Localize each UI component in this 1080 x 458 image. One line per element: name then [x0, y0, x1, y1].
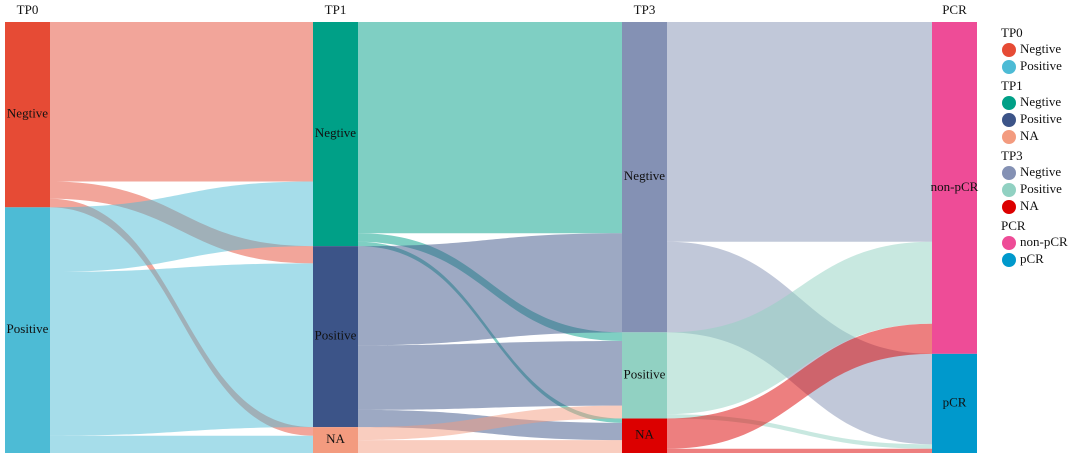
legend-title: TP0: [1001, 25, 1023, 40]
node-label: Positive: [624, 366, 666, 381]
node: [932, 353, 977, 453]
legend-swatch: [1002, 113, 1016, 127]
flow: [50, 22, 313, 182]
legend-label: NA: [1020, 128, 1039, 143]
node-label: Negtive: [315, 125, 356, 140]
legend-label: Negtive: [1020, 94, 1061, 109]
stage-label: TP0: [17, 2, 39, 17]
node-label: NA: [326, 431, 345, 446]
flow: [667, 414, 932, 449]
flow: [358, 405, 622, 441]
node: [5, 22, 50, 208]
nodes: TP0 Negtive Positive TP1 Negtive Positive NA TP…: [5, 2, 979, 453]
legend-label: Positive: [1020, 58, 1062, 73]
node: [313, 427, 358, 453]
stage-label: PCR: [942, 2, 967, 17]
node: [932, 22, 977, 354]
flow: [50, 435, 313, 453]
legend-label: non-pCR: [1020, 234, 1068, 249]
stage-label: TP3: [634, 2, 656, 17]
legend-title: TP1: [1001, 78, 1023, 93]
flow: [667, 448, 932, 453]
legend-swatch: [1002, 200, 1016, 214]
legend-label: pCR: [1020, 251, 1044, 266]
node-label: Positive: [315, 328, 357, 343]
legend: TP0NegtivePositiveTP1NegtivePositiveNATP…: [1001, 25, 1068, 267]
legend-swatch: [1002, 60, 1016, 74]
legend-title: TP3: [1001, 148, 1023, 163]
node-label: NA: [635, 427, 654, 442]
node: [622, 332, 667, 419]
flow: [50, 263, 313, 436]
legend-swatch: [1002, 253, 1016, 267]
legend-title: PCR: [1001, 218, 1026, 233]
node-label: Negtive: [624, 168, 665, 183]
flow: [358, 440, 622, 453]
node: [622, 418, 667, 453]
legend-label: Negtive: [1020, 164, 1061, 179]
legend-swatch: [1002, 96, 1016, 110]
node-label: non-pCR: [931, 179, 979, 194]
flow: [358, 340, 622, 410]
legend-swatch: [1002, 236, 1016, 250]
node-label: pCR: [943, 394, 967, 409]
stage-label: TP1: [325, 2, 347, 17]
flow: [667, 22, 932, 242]
legend-label: Positive: [1020, 181, 1062, 196]
legend-label: Positive: [1020, 111, 1062, 126]
node: [313, 22, 358, 247]
links: [50, 22, 932, 453]
flow: [50, 181, 313, 272]
node: [622, 22, 667, 333]
node-label: Positive: [7, 321, 49, 336]
node: [5, 207, 50, 453]
flow: [667, 323, 932, 449]
legend-swatch: [1002, 43, 1016, 57]
legend-swatch: [1002, 166, 1016, 180]
node: [313, 246, 358, 428]
flow: [358, 233, 622, 346]
legend-swatch: [1002, 130, 1016, 144]
legend-swatch: [1002, 183, 1016, 197]
node-label: Negtive: [7, 106, 48, 121]
flow: [667, 241, 932, 415]
flow: [358, 22, 622, 234]
legend-label: Negtive: [1020, 41, 1061, 56]
legend-label: NA: [1020, 198, 1039, 213]
